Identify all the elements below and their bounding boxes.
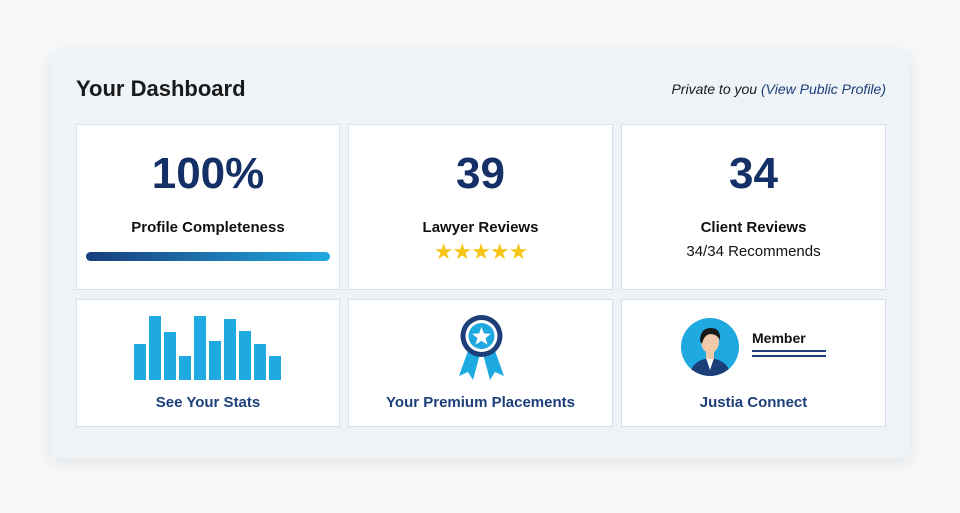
bar-chart-icon bbox=[77, 314, 339, 380]
stats-card[interactable]: See Your Stats bbox=[76, 299, 340, 427]
profile-progress-bar bbox=[86, 252, 330, 261]
profile-completeness-card[interactable]: 100% Profile Completeness bbox=[76, 124, 340, 290]
client-reviews-label: Client Reviews bbox=[700, 219, 807, 236]
privacy-note: Private to you (View Public Profile) bbox=[671, 81, 886, 97]
star-rating: ★★★★★ bbox=[433, 239, 529, 264]
view-public-profile-link[interactable]: (View Public Profile) bbox=[760, 81, 886, 97]
private-text: Private to you bbox=[671, 81, 758, 97]
lawyer-reviews-value: 39 bbox=[456, 149, 505, 198]
member-underline bbox=[752, 350, 826, 352]
premium-placements-card[interactable]: Your Premium Placements bbox=[348, 299, 613, 427]
member-avatar-icon bbox=[622, 314, 885, 380]
premium-placements-link[interactable]: Your Premium Placements bbox=[386, 394, 575, 411]
see-your-stats-link[interactable]: See Your Stats bbox=[155, 394, 261, 411]
page-title: Your Dashboard bbox=[76, 76, 246, 101]
client-reviews-value: 34 bbox=[729, 149, 778, 198]
lawyer-reviews-card[interactable]: 39 Lawyer Reviews ★★★★★ bbox=[348, 124, 613, 290]
member-badge: Member bbox=[752, 330, 832, 357]
client-recommends: 34/34 Recommends bbox=[686, 243, 821, 260]
justia-connect-card[interactable]: Member Justia Connect bbox=[621, 299, 886, 427]
lawyer-reviews-label: Lawyer Reviews bbox=[422, 219, 539, 236]
member-label: Member bbox=[752, 330, 806, 346]
justia-connect-link[interactable]: Justia Connect bbox=[699, 394, 808, 411]
dashboard-panel: Your Dashboard Private to you (View Publ… bbox=[51, 52, 910, 458]
member-underline-2 bbox=[752, 355, 826, 357]
profile-progress-fill bbox=[86, 252, 330, 261]
award-ribbon-icon bbox=[349, 314, 612, 380]
client-reviews-card[interactable]: 34 Client Reviews 34/34 Recommends bbox=[621, 124, 886, 290]
profile-completeness-label: Profile Completeness bbox=[131, 219, 285, 236]
profile-completeness-value: 100% bbox=[151, 149, 265, 198]
